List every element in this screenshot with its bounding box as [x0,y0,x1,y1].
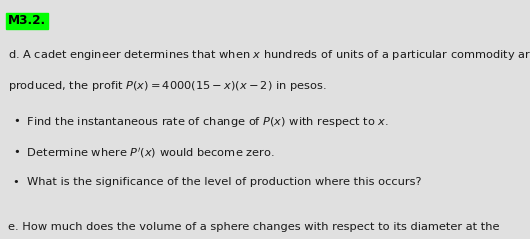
Text: d. A cadet engineer determines that when $x$ hundreds of units of a particular c: d. A cadet engineer determines that when… [8,48,530,62]
Text: •  Determine where $P'(x)$ would become zero.: • Determine where $P'(x)$ would become z… [13,146,275,160]
Text: •  What is the significance of the level of production where this occurs?: • What is the significance of the level … [13,177,422,187]
Text: produced, the profit $P(x) = 4000(15-x)(x-2)$ in pesos.: produced, the profit $P(x) = 4000(15-x)(… [8,79,326,93]
Text: e. How much does the volume of a sphere changes with respect to its diameter at : e. How much does the volume of a sphere … [8,222,499,232]
Text: •  Find the instantaneous rate of change of $P(x)$ with respect to $x$.: • Find the instantaneous rate of change … [13,115,389,129]
Text: M3.2.: M3.2. [8,14,46,27]
